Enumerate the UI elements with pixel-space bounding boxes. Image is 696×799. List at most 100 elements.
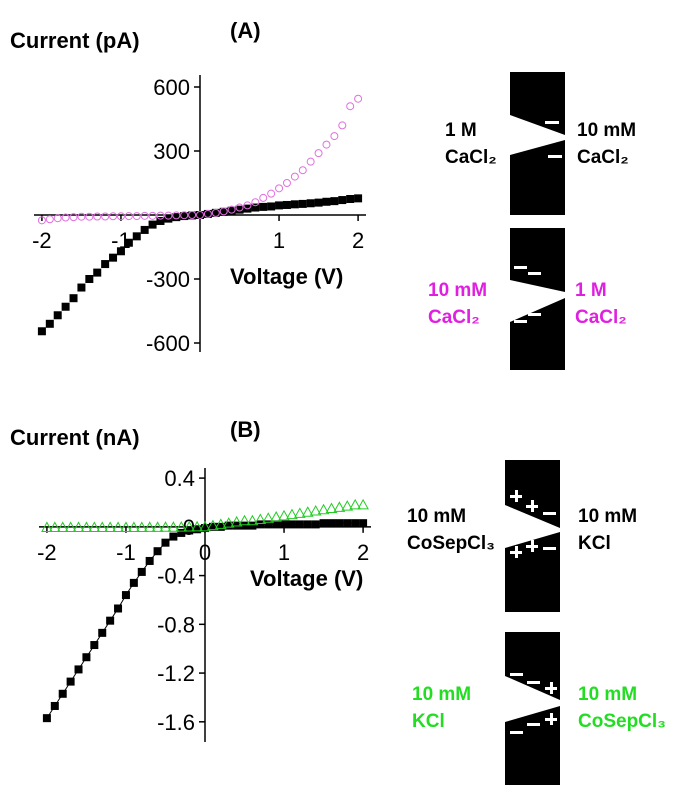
data-point — [151, 521, 164, 532]
data-point — [109, 253, 118, 262]
data-point — [243, 201, 252, 210]
data-point — [354, 194, 363, 203]
data-point — [101, 260, 110, 269]
data-point — [191, 520, 203, 532]
solution-label: CaCl₂ — [445, 147, 497, 168]
data-point — [114, 604, 123, 613]
data-point — [240, 521, 249, 530]
data-point — [64, 521, 77, 532]
y-tick-label: 0.4 — [164, 466, 195, 491]
data-point — [298, 199, 307, 208]
data-point — [45, 215, 54, 224]
data-point — [262, 512, 275, 523]
data-point — [124, 212, 133, 221]
data-point — [294, 507, 306, 518]
data-point — [290, 200, 299, 209]
data-point — [159, 521, 172, 532]
data-point — [74, 665, 83, 674]
solution-label: CaCl₂ — [577, 147, 629, 168]
data-point — [66, 677, 75, 686]
data-point — [37, 216, 46, 225]
data-point — [172, 211, 181, 220]
data-point — [61, 213, 70, 222]
data-point — [275, 184, 284, 193]
data-point — [333, 501, 346, 512]
x-tick-label: 2 — [352, 228, 364, 253]
data-point — [203, 209, 212, 218]
data-point — [77, 283, 86, 292]
solution-label: 10 mM — [578, 506, 637, 527]
data-point — [50, 701, 59, 710]
panel-label: (A) — [230, 18, 261, 43]
data-point — [88, 521, 101, 532]
data-point — [53, 311, 62, 320]
data-point — [45, 319, 54, 328]
solution-label: 10 mM — [578, 684, 637, 705]
y-tick-label: -600 — [146, 331, 190, 356]
data-point — [357, 498, 369, 510]
data-point — [267, 202, 276, 211]
data-point — [109, 212, 118, 221]
data-point — [104, 521, 116, 532]
x-tick-label: 1 — [278, 540, 290, 565]
y-tick-label: -1.2 — [157, 661, 195, 686]
data-point — [48, 521, 61, 532]
data-point — [140, 211, 149, 220]
data-point — [264, 520, 273, 529]
data-point — [319, 519, 328, 528]
data-point — [314, 149, 323, 158]
data-point — [132, 232, 141, 241]
data-point — [327, 519, 336, 528]
x-tick-label: 1 — [273, 228, 285, 253]
data-point — [120, 521, 132, 532]
data-point — [246, 514, 259, 526]
data-point — [128, 521, 140, 532]
data-point — [135, 521, 148, 532]
data-point — [214, 518, 227, 529]
data-point — [359, 519, 368, 528]
data-point — [37, 327, 46, 336]
solution-label: 10 mM — [407, 506, 466, 527]
panel-label: (B) — [230, 417, 261, 442]
data-point — [287, 520, 296, 529]
data-point — [72, 521, 85, 532]
data-point — [207, 519, 219, 531]
data-point — [272, 520, 281, 529]
data-point — [148, 220, 157, 229]
data-point — [183, 520, 196, 532]
solution-label: 10 mM — [428, 280, 487, 301]
x-tick-label: -2 — [32, 228, 52, 253]
data-point — [330, 197, 339, 206]
x-tick-label: -1 — [116, 540, 136, 565]
data-point — [309, 504, 322, 516]
y-axis-title: Current (nA) — [10, 425, 140, 450]
data-point — [254, 513, 267, 525]
data-point — [222, 517, 235, 528]
data-point — [322, 197, 331, 206]
data-point — [112, 521, 124, 532]
data-point — [196, 211, 204, 219]
data-point — [238, 514, 251, 526]
y-tick-label: 300 — [153, 139, 190, 164]
data-point — [116, 247, 125, 256]
data-point — [256, 520, 265, 529]
data-point — [41, 521, 53, 532]
data-point — [98, 628, 107, 637]
data-point — [164, 211, 173, 220]
data-point — [251, 203, 260, 212]
data-point — [53, 214, 62, 223]
y-tick-label: 600 — [153, 75, 190, 100]
solution-label: KCl — [412, 711, 445, 732]
y-axis-title: Current (pA) — [10, 28, 140, 53]
data-point — [235, 205, 244, 214]
data-point — [219, 207, 228, 216]
data-point — [85, 275, 94, 283]
data-point — [349, 498, 362, 510]
data-point — [177, 528, 186, 537]
data-point — [301, 506, 314, 517]
data-point — [282, 179, 291, 187]
data-point — [295, 520, 304, 529]
x-tick-label: 2 — [357, 540, 369, 565]
pore-diagram — [505, 72, 565, 785]
